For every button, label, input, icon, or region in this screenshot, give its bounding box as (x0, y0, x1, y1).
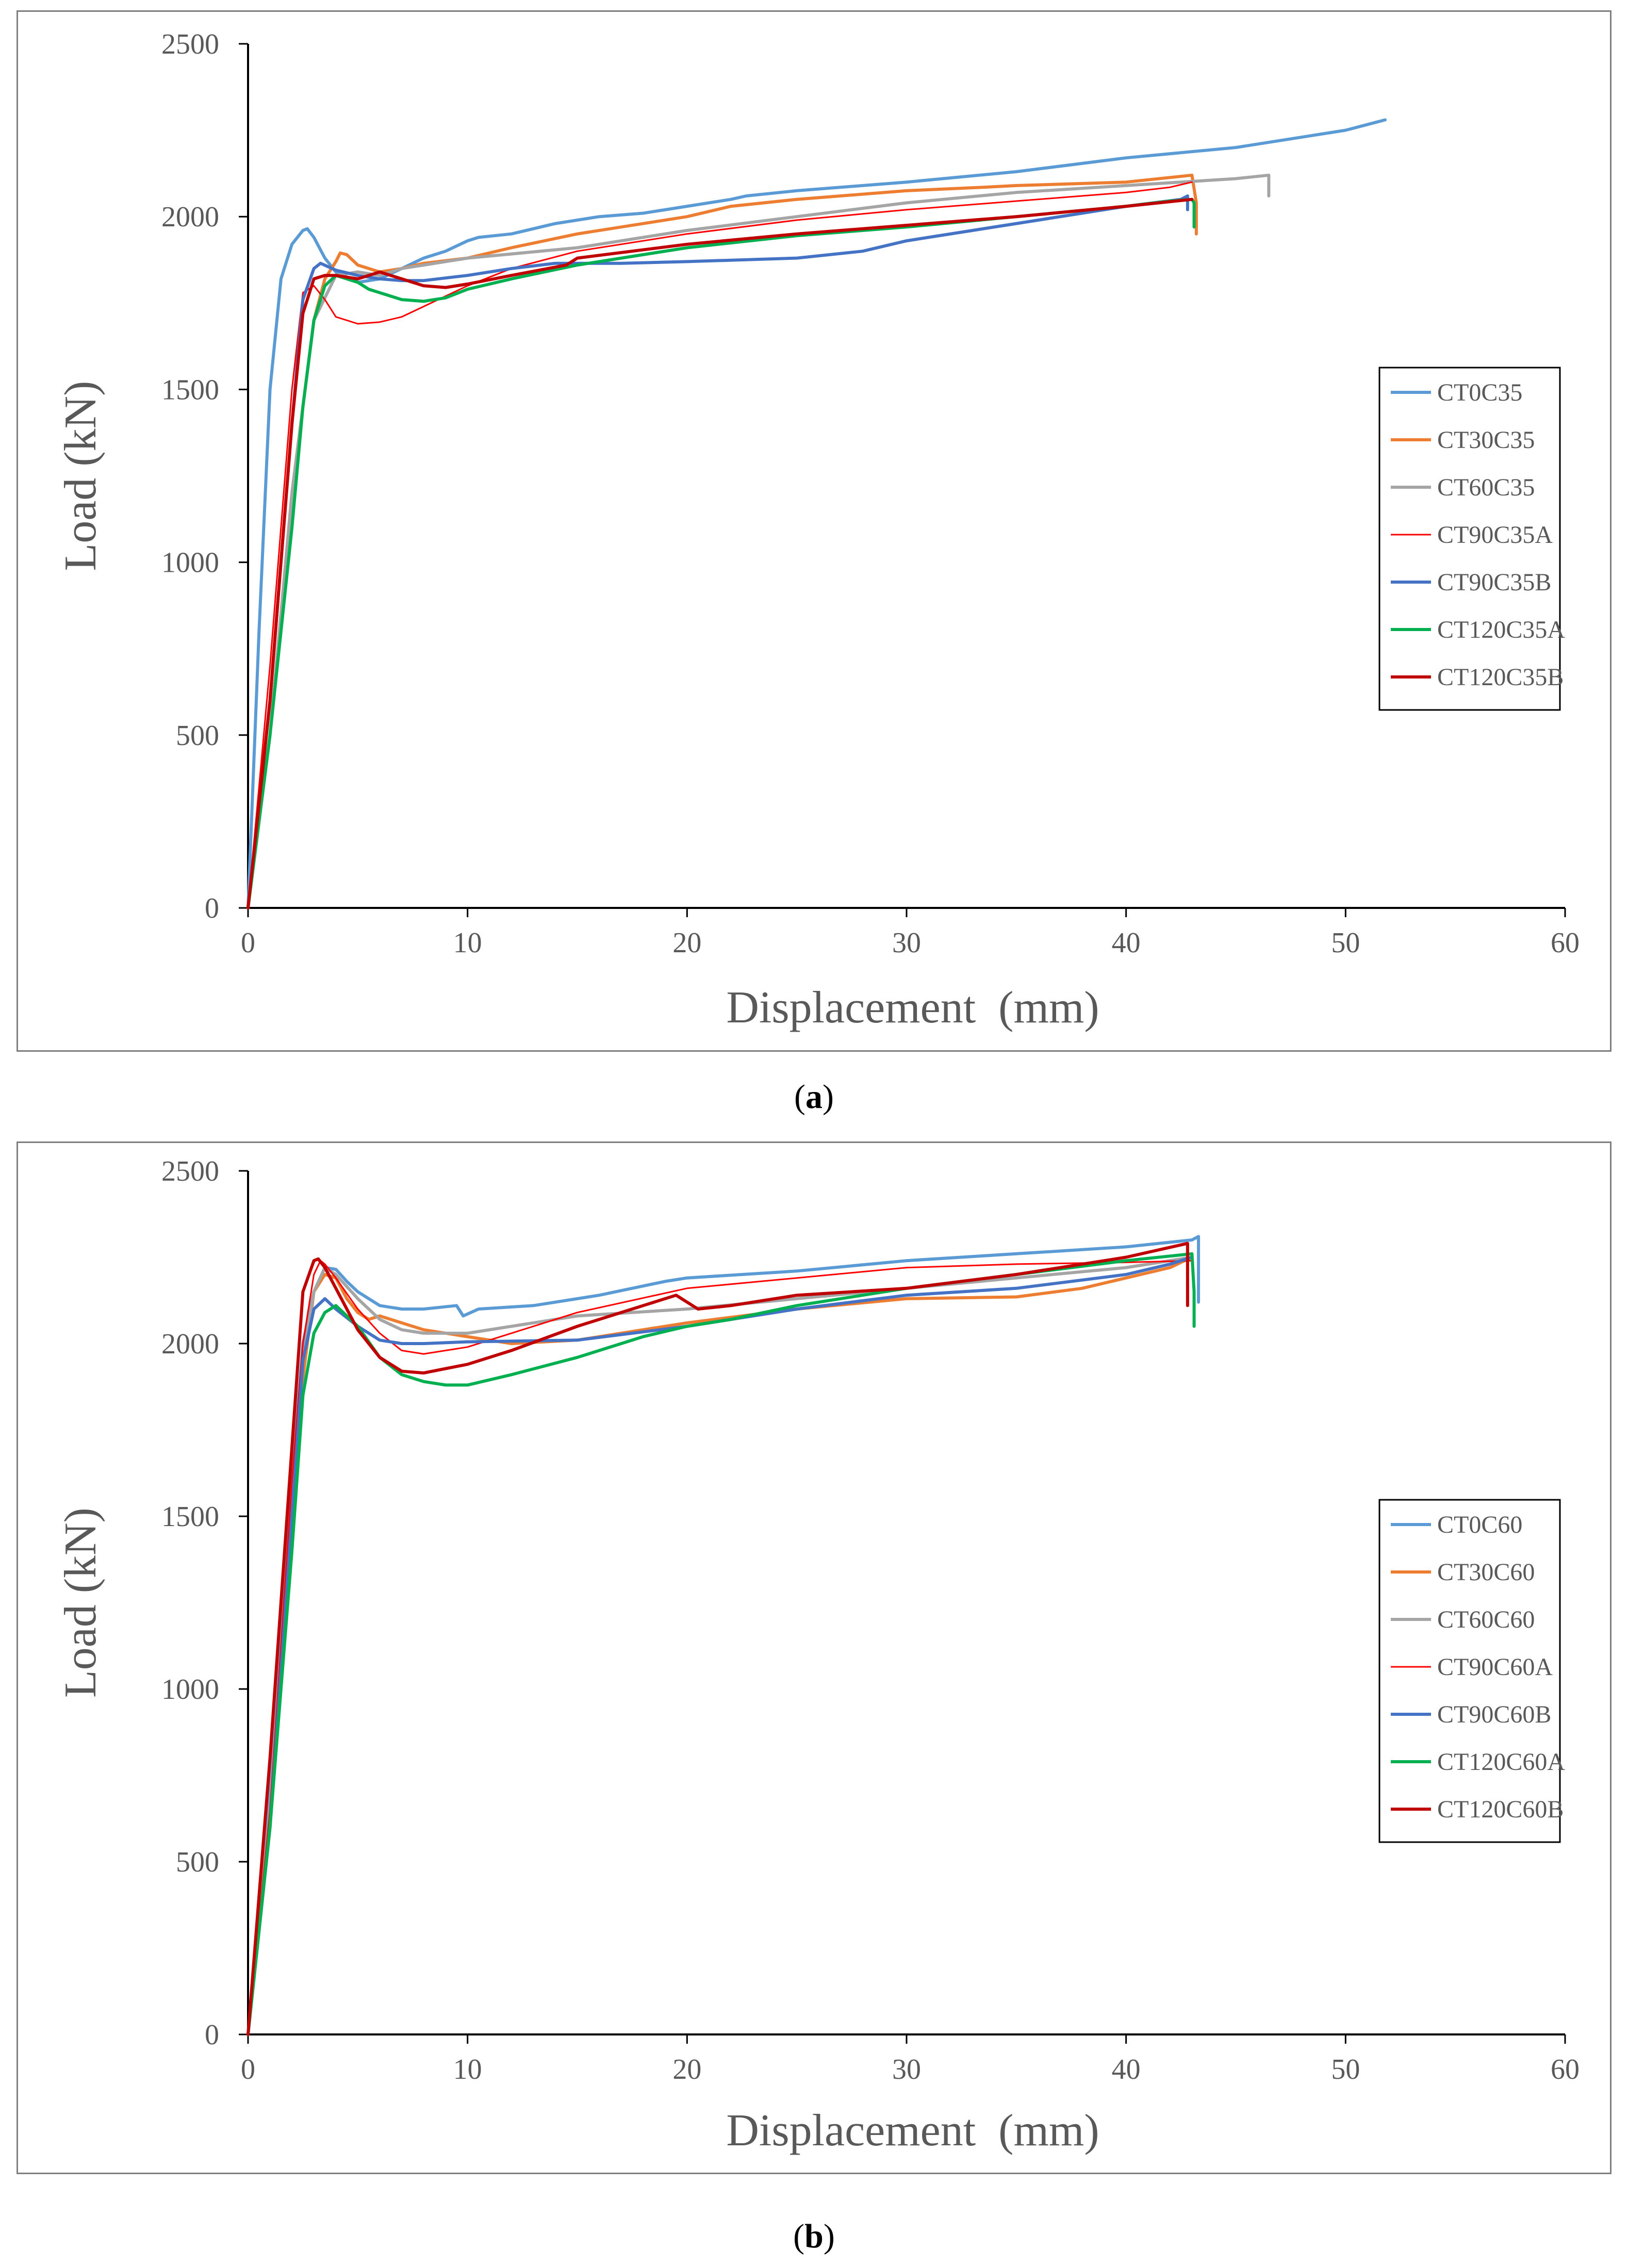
series-line-ct120c60b (246, 1241, 1189, 2036)
y-axis-title: Load (kN) (56, 1508, 106, 1698)
x-tick-label: 10 (453, 927, 482, 959)
legend-label: CT120C60A (1437, 1748, 1565, 1776)
series-line-ct30c35 (246, 173, 1198, 909)
caption-b: (b) (0, 2217, 1628, 2256)
series-line-ct120c35b (246, 197, 1194, 909)
legend-label: CT90C35B (1437, 569, 1551, 596)
legend-label: CT90C60B (1437, 1701, 1551, 1728)
y-tick-label: 1000 (161, 547, 219, 579)
y-tick-label: 2500 (161, 28, 219, 60)
x-tick-label: 20 (672, 2054, 701, 2085)
legend-label: CT30C35 (1437, 426, 1535, 454)
series-line-ct90c60a (247, 1260, 1193, 2035)
legend-box (1378, 1499, 1561, 1843)
y-axis-title: Load (kN) (56, 381, 106, 571)
x-tick-label: 60 (1551, 927, 1580, 959)
x-tick-label: 0 (241, 2054, 255, 2085)
series-line-ct60c60 (246, 1255, 1194, 2036)
y-tick-label: 1500 (161, 374, 219, 406)
chart-b-svg: 0 500 1000 1500 2000 2500 0 10 20 30 40 50 60 Displac… (56, 1155, 1580, 2156)
x-tick-label: 50 (1331, 2054, 1360, 2085)
series-line-ct90c60b (246, 1255, 1194, 2036)
legend-box (1378, 367, 1561, 711)
y-tick-label: 2000 (161, 201, 219, 233)
x-axis-title: Displacement (mm) (726, 2106, 1099, 2156)
legend-label: CT30C60 (1437, 1559, 1535, 1586)
y-tick-label: 0 (205, 892, 219, 924)
legend-label: CT120C60B (1437, 1796, 1564, 1823)
legend-label: CT0C35 (1437, 379, 1522, 406)
chart-panel-a: 0 500 1000 1500 2000 2500 0 10 20 30 40 50 60 Displac… (17, 10, 1611, 1052)
x-tick-label: 30 (892, 2054, 921, 2085)
x-tick-label: 0 (241, 927, 255, 959)
legend-label: CT60C35 (1437, 474, 1535, 501)
legend-label: CT0C60 (1437, 1511, 1522, 1538)
x-axis-title: Displacement (mm) (726, 983, 1099, 1033)
series-line-ct0c35 (246, 118, 1387, 909)
legend-label: CT90C60A (1437, 1653, 1553, 1681)
y-tick-label: 0 (205, 2019, 219, 2051)
y-tick-label: 1500 (161, 1501, 219, 1533)
caption-b-letter: b (804, 2217, 824, 2255)
x-tick-label: 60 (1551, 2054, 1580, 2085)
y-tick-label: 2000 (161, 1328, 219, 1360)
series-line-ct60c35 (246, 173, 1271, 909)
caption-b-open: ( (793, 2217, 805, 2255)
series-line-ct90c35a (247, 181, 1193, 909)
caption-a-close: ) (823, 1078, 834, 1116)
legend-label: CT120C35A (1437, 616, 1565, 643)
x-tick-label: 20 (672, 927, 701, 959)
x-tick-label: 50 (1331, 927, 1360, 959)
chart-panel-b: 0 500 1000 1500 2000 2500 0 10 20 30 40 50 60 Displac… (17, 1141, 1611, 2174)
caption-b-close: ) (823, 2217, 835, 2255)
y-tick-label: 1000 (161, 1674, 219, 1706)
legend-label: CT60C60 (1437, 1606, 1535, 1633)
y-tick-label: 500 (176, 720, 219, 752)
series-line-ct0c60 (246, 1235, 1201, 2036)
caption-a-letter: a (805, 1078, 823, 1116)
y-tick-label: 2500 (161, 1155, 219, 1187)
y-tick-label: 500 (176, 1846, 219, 1878)
x-tick-label: 40 (1112, 2054, 1141, 2085)
series-line-ct120c35a (246, 197, 1196, 909)
caption-a-open: ( (794, 1078, 805, 1116)
series-line-ct30c60 (246, 1255, 1194, 2036)
series-line-ct120c60a (246, 1252, 1196, 2036)
x-tick-label: 30 (892, 927, 921, 959)
legend-label: CT120C35B (1437, 664, 1564, 691)
legend-label: CT90C35A (1437, 521, 1553, 549)
caption-a: (a) (0, 1078, 1628, 1117)
chart-a-svg: 0 500 1000 1500 2000 2500 0 10 20 30 40 50 60 Displac… (56, 28, 1580, 1033)
series-line-ct90c35b (246, 194, 1189, 909)
x-tick-label: 40 (1112, 927, 1141, 959)
x-tick-label: 10 (453, 2054, 482, 2085)
